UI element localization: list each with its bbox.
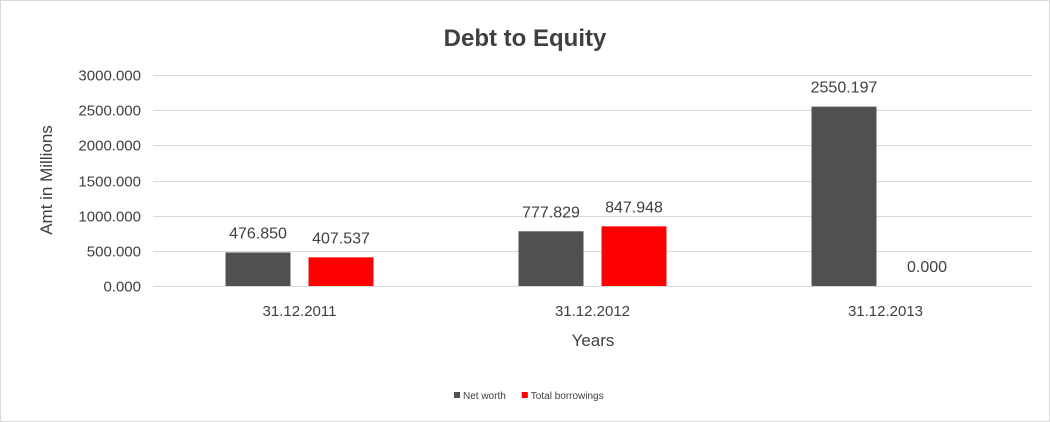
x-axis-categories: 31.12.2011 31.12.2012 31.12.2013	[263, 303, 924, 320]
x-category-label: 31.12.2013	[848, 303, 923, 320]
y-tick-label: 2000.000	[78, 138, 141, 155]
x-category-label: 31.12.2012	[555, 303, 630, 320]
legend: Net worth Total borrowings	[454, 391, 604, 402]
y-tick-label: 1500.000	[78, 174, 141, 191]
x-axis-title: Years	[572, 331, 615, 350]
y-tick-label: 500.000	[87, 244, 141, 261]
legend-label: Net worth	[463, 391, 506, 402]
data-label-layer: 476.850 407.537 777.829 847.948 2550.197 0.00…	[229, 80, 947, 276]
bar	[308, 257, 374, 286]
data-label: 476.850	[229, 225, 287, 242]
y-tick-label: 0.000	[103, 279, 141, 296]
y-tick-label: 3000.000	[78, 68, 141, 85]
legend-label: Total borrowings	[531, 391, 604, 402]
data-label: 2550.197	[811, 80, 878, 97]
bar-layer	[225, 106, 877, 287]
x-category-label: 31.12.2011	[263, 303, 337, 320]
y-axis-title: Amt in Millions	[37, 125, 56, 235]
data-label: 847.948	[605, 199, 663, 216]
grid-layer	[153, 75, 1032, 287]
bar	[225, 252, 291, 286]
legend-swatch	[521, 392, 528, 398]
y-axis-ticks: 0.000 500.000 1000.000 1500.000 2000.000 2500…	[78, 68, 141, 296]
y-tick-label: 1000.000	[78, 209, 141, 226]
data-label: 407.537	[312, 230, 370, 247]
chart-title: Debt to Equity	[444, 25, 607, 52]
bar	[811, 106, 877, 287]
data-label: 777.829	[522, 204, 580, 221]
data-label: 0.000	[907, 259, 947, 276]
bar	[601, 226, 667, 286]
y-tick-label: 2500.000	[78, 103, 141, 120]
legend-swatch	[454, 392, 460, 398]
bar	[518, 231, 584, 286]
